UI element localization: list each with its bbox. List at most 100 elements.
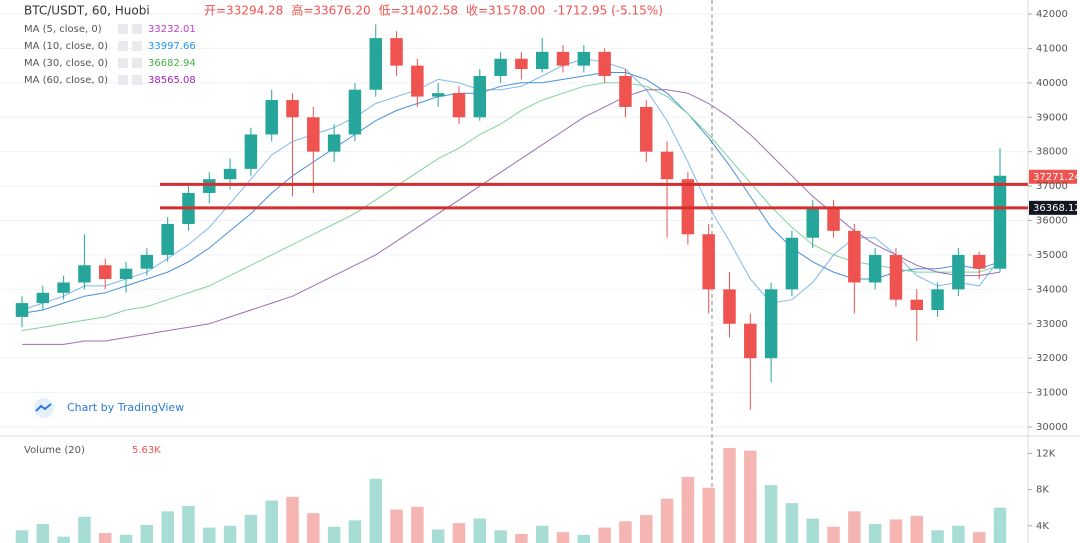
volume-title: Volume (20)	[24, 445, 85, 456]
candle-body	[910, 299, 924, 310]
y-tick-label: 35000	[1036, 250, 1068, 261]
candle-body	[952, 254, 965, 290]
header-field: 低=31402.58	[379, 4, 458, 18]
volume-bar	[723, 447, 736, 543]
candle-body	[431, 93, 445, 97]
volume-bar	[764, 485, 778, 543]
legend-icon	[118, 75, 128, 85]
legend-icon	[132, 41, 142, 51]
volume-bar	[993, 507, 1007, 543]
candle-body	[265, 100, 278, 135]
volume-bar	[98, 533, 112, 543]
candle-body	[660, 151, 674, 180]
candle-body	[598, 51, 611, 76]
legend-value: 38565.08	[148, 75, 196, 86]
candle-body	[827, 206, 840, 231]
y-tick-label: 41000	[1036, 43, 1068, 54]
candle-body	[619, 75, 632, 107]
legend-icon	[132, 75, 142, 85]
candle-body	[36, 292, 50, 304]
volume-bar	[535, 525, 549, 543]
candle-body	[369, 38, 382, 90]
legend-icon	[132, 58, 142, 68]
attribution-text: Chart by TradingView	[67, 401, 184, 414]
y-tick-label: 42000	[1036, 9, 1068, 20]
candle-body	[556, 51, 570, 66]
volume-bar	[473, 518, 487, 543]
volume-bar	[744, 450, 757, 543]
y-tick-label: 32000	[1036, 353, 1068, 364]
y-tick-label: 30000	[1036, 422, 1068, 433]
candle-body	[203, 179, 216, 193]
y-tick-label: 31000	[1036, 388, 1068, 399]
ma-line	[22, 89, 1001, 345]
volume-bar	[286, 496, 299, 543]
candle-body	[452, 93, 466, 118]
ma-line	[21, 82, 1001, 332]
volume-bar	[952, 525, 965, 543]
y-tick-label: 33000	[1036, 319, 1068, 330]
price-badge	[1029, 200, 1077, 215]
volume-bar	[390, 509, 403, 543]
price-badge	[1029, 169, 1077, 184]
volume-bar	[598, 527, 611, 543]
candle-body	[307, 117, 320, 152]
volume-bar	[640, 514, 653, 543]
candle-body	[702, 234, 715, 290]
candle-body	[744, 323, 757, 359]
volume-bar	[223, 525, 237, 543]
candle-body	[223, 168, 237, 180]
legend-value: 33997.66	[148, 41, 196, 52]
volume-bar	[889, 519, 903, 543]
volume-bar	[660, 498, 674, 543]
legend-name: MA (10, close, 0)	[24, 41, 108, 52]
candle-body	[348, 89, 362, 135]
volume-bar	[619, 521, 632, 543]
volume-bar	[556, 532, 570, 543]
overlay: 37271.24 36368.12	[160, 169, 1080, 215]
volume-bar	[910, 515, 924, 543]
volume-bar	[806, 518, 819, 543]
volume-bar	[78, 516, 91, 543]
candle-body	[785, 237, 799, 290]
candle-body	[868, 254, 882, 283]
volume-value: 5.63K	[132, 445, 161, 456]
y-tick-label: 38000	[1036, 147, 1068, 158]
candle-body	[993, 175, 1007, 269]
volume-bar	[182, 505, 195, 543]
candle-body	[286, 100, 299, 118]
volume-bar	[15, 530, 29, 543]
symbol-title: BTC/USDT, 60, Huobi	[24, 4, 150, 18]
y-tick-label: 36000	[1036, 216, 1068, 227]
candle-body	[577, 51, 591, 66]
candle-body	[972, 254, 986, 269]
legend-icon	[132, 24, 142, 34]
volume-bar	[119, 534, 133, 543]
candle-body	[889, 254, 903, 300]
volume-bar	[972, 532, 986, 543]
volume-bar	[140, 524, 154, 543]
volume-tick-label: 4K	[1036, 521, 1049, 532]
volume-bar	[452, 523, 466, 543]
candle-body	[723, 289, 736, 324]
candle-body	[15, 303, 29, 317]
price-label: 37271.24	[1033, 172, 1080, 183]
volume-bar	[827, 526, 840, 543]
candle-body	[515, 58, 528, 70]
price-label: 36368.12	[1033, 203, 1080, 214]
volume-bar	[785, 503, 799, 543]
candle-body	[931, 289, 944, 310]
volume-bar	[203, 527, 216, 543]
legend-value: 33232.01	[148, 24, 196, 35]
volume-bar	[36, 523, 50, 543]
volume-bar	[265, 500, 278, 543]
candle-body	[848, 230, 861, 283]
legend-name: MA (30, close, 0)	[24, 58, 108, 69]
candle-body	[161, 223, 174, 255]
volume-bar	[577, 534, 591, 543]
legend-icon	[118, 24, 128, 34]
volume-bar	[57, 536, 70, 543]
plot	[15, 24, 1007, 543]
